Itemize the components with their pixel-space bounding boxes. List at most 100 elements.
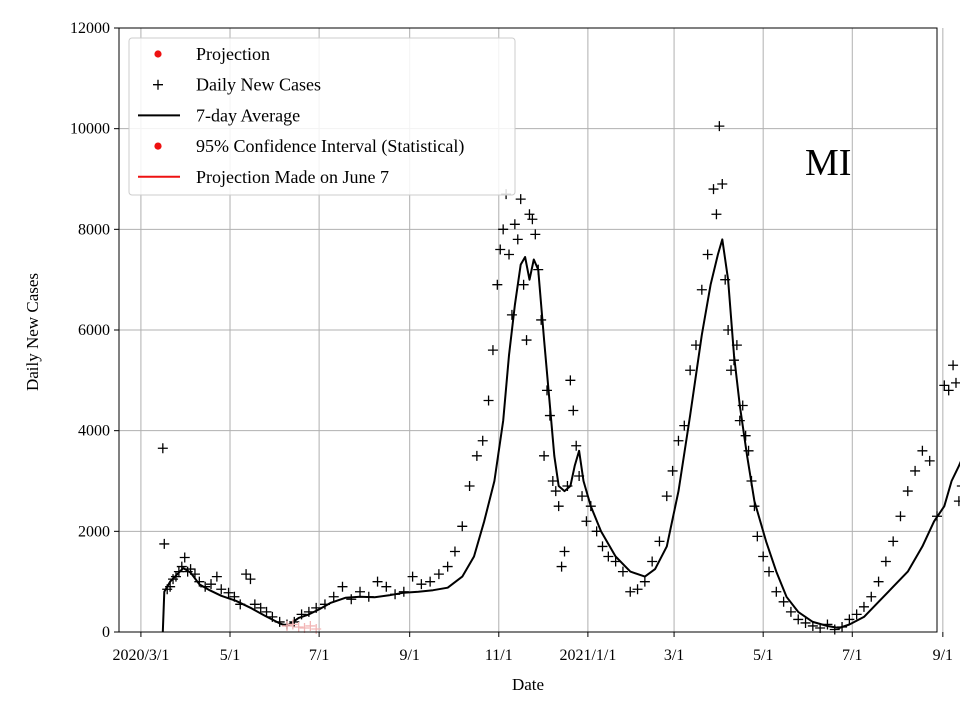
legend-entry-projection: Projection [154,44,270,64]
data-point [211,571,222,582]
data-point [597,541,608,552]
data-point [632,584,643,595]
data-point [711,209,722,220]
data-point [778,596,789,607]
data-point [746,476,757,486]
data-point [720,274,731,285]
x-tick-label: 9/1 [399,647,419,664]
legend-label: 7-day Average [196,105,300,125]
data-point [858,601,869,612]
data-point [498,224,509,235]
data-point [442,561,453,572]
x-axis-label: Date [512,675,544,694]
series-layer [157,121,960,635]
data-point [527,214,538,225]
data-point [515,194,526,205]
data-point [939,380,950,391]
data-point [565,375,576,386]
data-point [895,511,906,522]
data-point [293,621,304,632]
data-point [328,591,339,602]
data-point [726,365,737,376]
data-point [471,450,482,461]
y-axis-label: Daily New Cases [23,273,42,391]
data-point [571,440,582,451]
legend-label: Projection [196,44,270,64]
data-point [506,309,517,320]
x-axis-ticks: 2020/3/1 5/1 7/1 9/1 11/1 2021/1/1 3/1 5/1 7/1 9/… [112,632,953,664]
x-tick-label: 2021/1/1 [559,647,616,664]
data-point [223,587,234,598]
data-point [541,385,552,396]
data-point [685,365,696,376]
data-point [539,450,550,461]
data-point [425,576,436,587]
x-tick-label: 5/1 [753,647,773,664]
data-point [822,619,833,630]
data-point [568,405,579,416]
data-point [157,443,168,454]
data-point [956,485,960,487]
data-point [303,606,314,617]
legend-box [128,37,516,196]
data-point [943,385,954,396]
data-point [464,481,475,492]
data-point [785,606,796,617]
data-point [771,586,782,597]
data-point [647,556,658,567]
data-point [873,576,884,587]
data-point [363,591,374,602]
data-point [487,345,498,356]
data-point [758,551,769,562]
y-tick-label: 8000 [78,221,110,238]
y-tick-label: 10000 [70,121,110,138]
data-point [241,569,252,580]
data-point [723,325,734,335]
data-point [206,579,217,590]
data-point [743,445,754,456]
data-point [299,622,310,633]
data-point [717,179,728,190]
x-tick-label: 3/1 [664,647,684,664]
data-point [530,229,541,240]
data-point [311,602,322,613]
data-point [179,552,190,563]
data-point [574,470,585,481]
x-tick-label: 5/1 [220,647,240,664]
data-point [536,314,547,325]
data-point [591,526,602,537]
data-point [917,445,928,456]
data-point [793,614,804,625]
data-point [953,496,960,507]
data-point [200,581,211,592]
data-point [764,566,775,577]
x-tick-label: 11/1 [485,647,513,664]
data-point [518,279,529,290]
legend-label: Projection Made on June 7 [196,167,389,187]
data-point [495,244,506,255]
x-tick-label: 7/1 [309,647,329,664]
data-point [512,234,523,245]
y-tick-label: 12000 [70,20,110,37]
legend-entry-daily-new-cases: Daily New Cases [153,75,321,95]
data-point [544,410,555,421]
legend-entry-projection-made-on-june-7: Projection Made on June 7 [138,167,389,187]
data-point [255,602,266,613]
data-point [398,586,409,597]
data-point [287,619,298,630]
x-tick-label: 7/1 [842,647,862,664]
data-point [249,599,260,610]
data-point [274,616,285,627]
data-point [696,284,707,295]
data-point [194,576,205,587]
data-point [372,576,383,587]
data-point [752,531,763,542]
data-point [737,400,748,411]
data-point [483,395,494,406]
data-point [547,476,558,486]
data-point [305,620,316,631]
data-point [837,621,848,632]
data-point [728,355,739,366]
data-point [229,591,240,602]
